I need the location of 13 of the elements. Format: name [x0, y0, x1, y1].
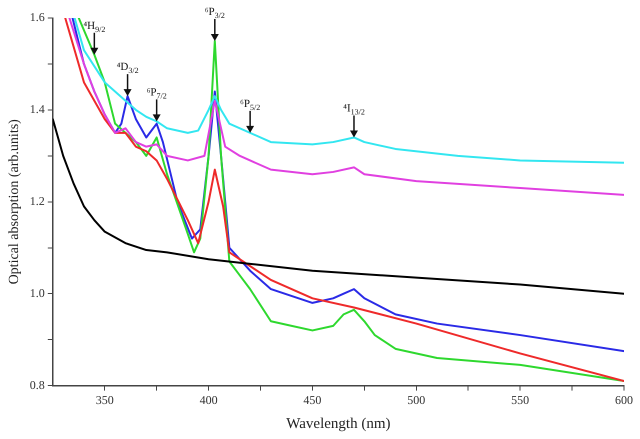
x-tick-label: 350: [96, 392, 114, 407]
y-axis-title: Optical absorption (arb.units): [7, 118, 22, 284]
x-tick-label: 500: [407, 392, 426, 407]
y-tick-label: 1.4: [30, 102, 45, 116]
x-axis-title: Wavelength (nm): [286, 416, 390, 432]
y-tick-label: 1.0: [30, 286, 45, 300]
x-tick-label: 400: [200, 392, 218, 407]
y-tick-label: 1.6: [30, 10, 45, 24]
x-tick-label: 550: [511, 392, 530, 407]
x-tick-label: 450: [303, 392, 322, 407]
y-tick-label: 0.8: [30, 378, 45, 392]
y-tick-label: 1.2: [30, 194, 45, 208]
x-tick-label: 600: [615, 392, 633, 407]
